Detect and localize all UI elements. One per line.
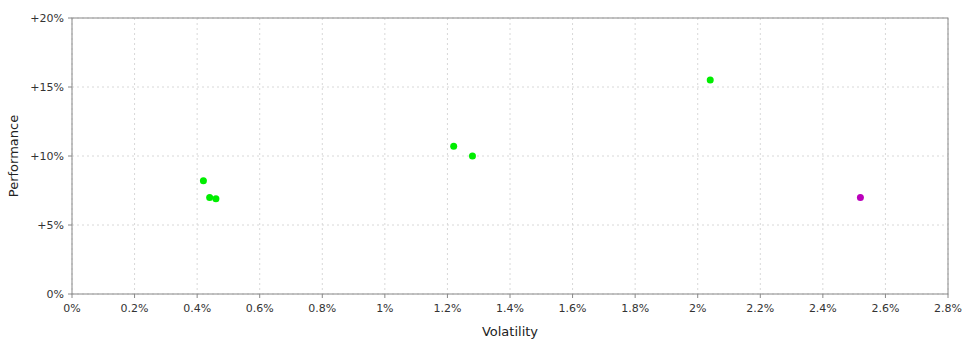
y-grid-line [72,225,948,226]
x-tick-label: 1% [376,302,393,315]
x-tick-label: 2.8% [934,302,962,315]
x-grid-line [885,18,886,294]
x-tick [322,294,323,298]
x-grid-line [510,18,511,294]
tick-labels: 0% 0.2% 0.4% 0.6% 0.8% 1% 1.2% 1.4% 1.6% 1.8% 2% 2.… [30,12,962,315]
x-tick-label: 2.4% [809,302,837,315]
y-tick-label: +15% [30,81,64,94]
x-grid-line [384,18,385,294]
plot-area [72,18,948,294]
y-tick [68,87,72,88]
x-tick [697,294,698,298]
scatter-point [707,77,714,84]
x-tick [572,294,573,298]
y-tick [68,225,72,226]
y-tick [68,294,72,295]
x-tick-label: 0.2% [121,302,149,315]
x-grid-line [134,18,135,294]
x-tick [384,294,385,298]
x-grid-line [760,18,761,294]
grid [72,18,948,294]
x-tick [510,294,511,298]
x-tick [635,294,636,298]
chart: 0% 0.2% 0.4% 0.6% 0.8% 1% 1.2% 1.4% 1.6% 1.8% 2% 2.… [0,0,966,350]
y-tick-label: +5% [37,219,64,232]
x-grid-line [259,18,260,294]
x-tick-label: 2% [689,302,706,315]
x-tick-label: 1.8% [621,302,649,315]
scatter-point [450,143,457,150]
x-tick-label: 1.6% [559,302,587,315]
points [200,77,864,203]
scatter-point [212,195,219,202]
x-tick-label: 1.2% [433,302,461,315]
y-grid-line [72,156,948,157]
x-tick [72,294,73,298]
x-tick [447,294,448,298]
x-tick-label: 0.6% [246,302,274,315]
x-axis-label: Volatility [482,324,538,339]
x-tick [259,294,260,298]
scatter-point [857,194,864,201]
x-tick-label: 2.2% [746,302,774,315]
x-tick [197,294,198,298]
x-tick-label: 1.4% [496,302,524,315]
scatter-point [206,194,213,201]
x-tick [760,294,761,298]
y-tick-label: 0% [47,288,64,301]
x-tick [134,294,135,298]
y-tick [68,18,72,19]
x-tick [822,294,823,298]
scatter-point [200,177,207,184]
x-tick [948,294,949,298]
y-tick [68,156,72,157]
scatter-point [469,153,476,160]
y-tick-label: +10% [30,150,64,163]
y-tick-label: +20% [30,12,64,25]
x-tick [885,294,886,298]
y-axis-label: Performance [6,115,21,197]
x-tick-label: 2.6% [871,302,899,315]
plot-frame [72,18,948,294]
x-tick-label: 0.4% [183,302,211,315]
x-tick-label: 0% [63,302,80,315]
x-tick-label: 0.8% [308,302,336,315]
y-grid-line [72,87,948,88]
x-grid-line [635,18,636,294]
